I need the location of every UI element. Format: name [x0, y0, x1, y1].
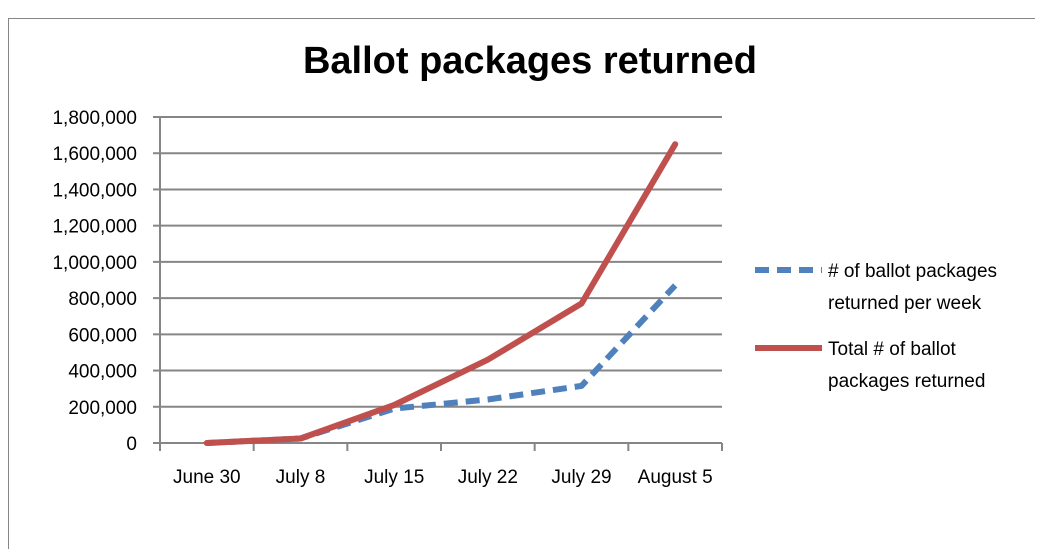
y-tick-label: 200,000 — [68, 398, 137, 419]
series-line-1 — [206, 283, 678, 446]
x-tick-label: July 8 — [276, 467, 326, 488]
gridlines — [160, 116, 722, 408]
chart-title: Ballot packages returned — [303, 40, 757, 82]
y-tick-label: 1,400,000 — [52, 180, 137, 201]
y-tick-label: 800,000 — [68, 289, 137, 310]
x-tick-label: July 29 — [551, 467, 611, 488]
series-line-2 — [203, 141, 679, 446]
x-tick-label: July 15 — [364, 467, 424, 488]
y-tick-label: 400,000 — [68, 362, 137, 383]
y-tick-label: 600,000 — [68, 325, 137, 346]
y-tick-label: 1,200,000 — [52, 217, 137, 238]
y-tick-label: 1,000,000 — [52, 253, 137, 274]
legend-label: Total # of ballot — [828, 339, 957, 360]
x-tick-label: June 30 — [173, 467, 241, 488]
series-lines — [203, 141, 679, 446]
legend-label: packages returned — [828, 371, 985, 392]
legend-label: returned per week — [828, 293, 982, 314]
chart-frame — [8, 18, 1035, 549]
legend-label: # of ballot packages — [828, 261, 997, 282]
x-tick-label: July 22 — [458, 467, 518, 488]
x-tick-label: August 5 — [638, 467, 713, 488]
axes: 0 200,000 400,000 600,000 800,000 1,000,000 1,… — [52, 108, 723, 488]
legend: # of ballot packages returned per week Tot… — [755, 261, 997, 392]
y-tick-label: 1,800,000 — [52, 108, 137, 129]
y-tick-label: 1,600,000 — [52, 144, 137, 165]
y-tick-label: 0 — [126, 434, 137, 455]
